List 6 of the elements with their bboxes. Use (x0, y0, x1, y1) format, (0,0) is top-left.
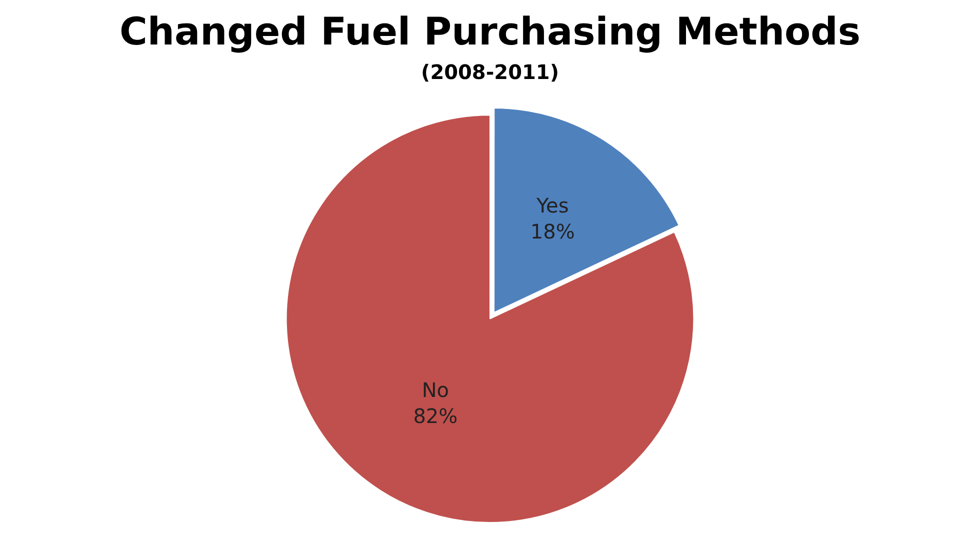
chart-title: Changed Fuel Purchasing Methods (120, 10, 860, 54)
slice-label: No (422, 378, 450, 402)
chart-subtitle: (2008-2011) (421, 60, 559, 84)
data-label: 82% (413, 404, 458, 428)
slice-label: Yes (535, 193, 569, 218)
data-label: 18% (530, 219, 575, 244)
